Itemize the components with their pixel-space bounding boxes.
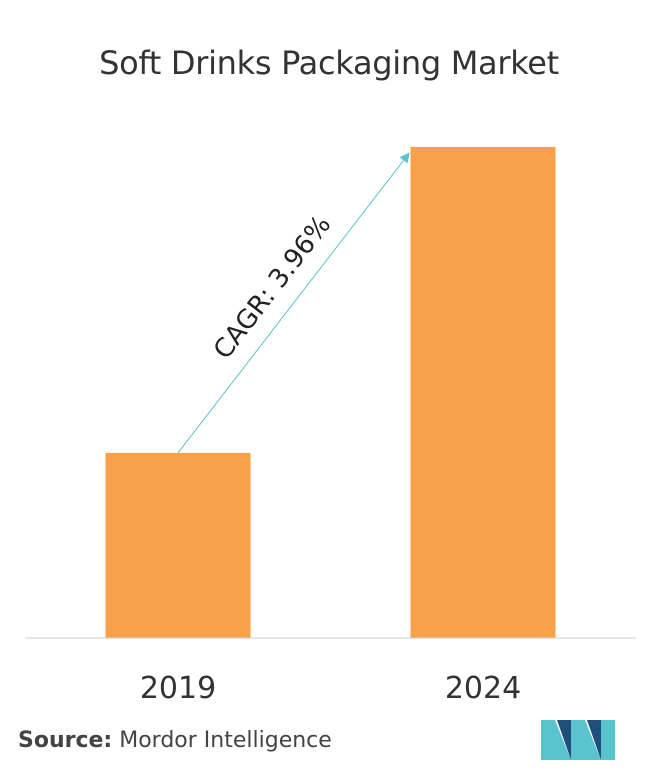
source-label: Source: <box>18 728 113 753</box>
cagr-annotation: CAGR: 3.96% <box>208 210 337 365</box>
bars-layer <box>105 147 556 638</box>
source-text: Mordor Intelligence <box>119 728 332 753</box>
mordor-intelligence-logo-icon <box>541 720 615 760</box>
chart-title: Soft Drinks Packaging Market <box>99 44 559 82</box>
tick-labels: 2019 2024 <box>140 671 521 706</box>
source-note: Source: Mordor Intelligence <box>18 728 332 753</box>
x-tick-label-2019: 2019 <box>140 671 216 706</box>
bar-2024 <box>410 147 556 638</box>
x-tick-label-2024: 2024 <box>445 671 521 706</box>
cagr-arrow <box>177 152 410 454</box>
bar-2019 <box>105 452 251 638</box>
